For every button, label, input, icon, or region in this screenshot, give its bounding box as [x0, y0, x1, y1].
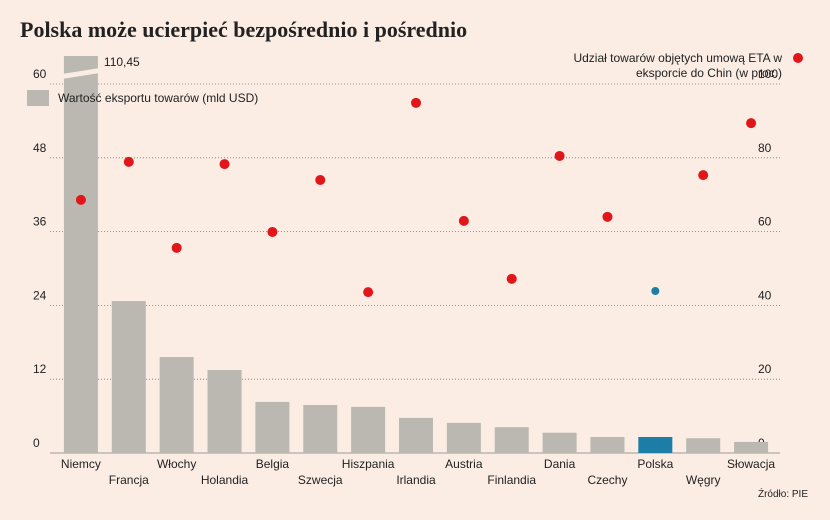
source: Źródło: PIE	[758, 487, 808, 500]
bar	[686, 438, 721, 453]
x-tick-label: Niemcy	[61, 457, 101, 471]
dot	[602, 211, 613, 222]
y-tick-label: 12	[33, 362, 47, 376]
x-tick-label: Holandia	[201, 473, 249, 487]
dot	[315, 174, 326, 185]
x-tick-label: Słowacja	[727, 457, 775, 471]
bar	[590, 437, 625, 453]
x-tick-label: Hiszpania	[342, 457, 395, 471]
x-tick-label: Finlandia	[487, 473, 536, 487]
legend-entry: Wartość eksportu towarów (mld USD)	[58, 91, 258, 105]
bar	[638, 437, 673, 453]
chart-title: Polska może ucierpieć bezpośrednio i poś…	[20, 17, 467, 42]
dot	[363, 287, 374, 298]
y2-tick-label: 80	[758, 141, 772, 155]
dot	[267, 226, 278, 237]
legend-swatch	[793, 53, 803, 63]
y-tick-label: 60	[33, 67, 47, 81]
x-tick-label: Szwecja	[298, 473, 343, 487]
bar	[303, 405, 338, 453]
dot	[411, 97, 421, 108]
y2-tick-label: 40	[758, 288, 772, 302]
bar	[446, 422, 481, 453]
dot	[219, 159, 230, 170]
dot	[123, 156, 134, 167]
dot	[458, 215, 469, 226]
dot	[506, 273, 517, 284]
axis-break	[61, 68, 100, 79]
bar	[399, 417, 433, 453]
x-tick-label: Węgry	[686, 473, 721, 487]
dot	[554, 150, 565, 161]
dot	[171, 242, 182, 253]
bar	[734, 441, 769, 453]
x-tick-label: Francja	[109, 473, 149, 487]
legend-entry: Udział towarów objętych umową ETA w eksp…	[573, 51, 782, 80]
legend-swatch	[27, 90, 49, 106]
x-tick-label: Włochy	[157, 457, 196, 471]
dot	[75, 194, 86, 205]
y2-tick-label: 20	[758, 362, 772, 376]
y-tick-label: 24	[33, 288, 47, 302]
value-label: 110,45	[104, 55, 140, 69]
bar	[255, 401, 290, 453]
y-tick-label: 48	[33, 141, 47, 155]
bar	[351, 406, 386, 453]
bar	[159, 357, 194, 453]
dot	[698, 170, 709, 181]
x-tick-label: Czechy	[587, 473, 627, 487]
x-tick-label: Dania	[544, 457, 576, 471]
x-tick-label: Austria	[445, 457, 483, 471]
x-tick-label: Polska	[637, 457, 673, 471]
x-tick-label: Belgia	[256, 457, 290, 471]
y2-tick-label: 100	[758, 67, 778, 81]
y-tick-label: 0	[33, 436, 40, 450]
x-tick-label: Irlandia	[396, 473, 436, 487]
y-tick-label: 36	[33, 215, 47, 229]
dot	[651, 287, 660, 296]
bar	[111, 301, 146, 453]
bar	[207, 369, 242, 453]
bar	[494, 427, 529, 453]
dot	[746, 118, 757, 129]
bar	[63, 56, 98, 453]
bar	[542, 432, 577, 453]
y2-tick-label: 60	[758, 215, 772, 229]
